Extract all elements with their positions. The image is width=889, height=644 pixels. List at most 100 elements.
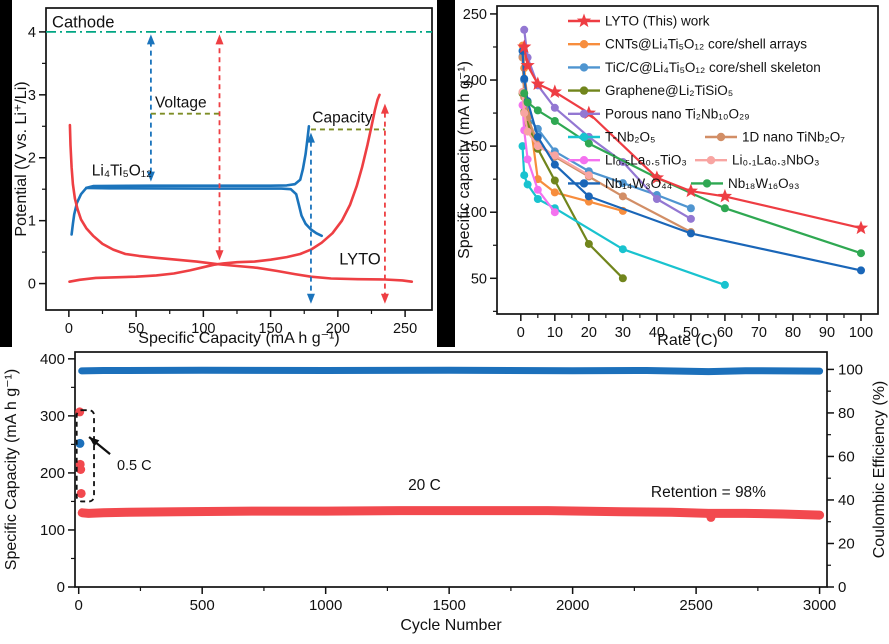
x-tick-label: 30 <box>615 325 631 341</box>
x-tick-label: 150 <box>259 321 283 337</box>
legend-marker-tinb <box>716 132 726 142</box>
legend-marker-tnb <box>579 132 589 142</box>
x-tick-label: 80 <box>785 325 801 341</box>
series-tnb-marker <box>720 280 729 289</box>
series-tic-marker <box>618 179 627 188</box>
series-llto-marker <box>533 185 542 194</box>
x-tick-label: 2000 <box>556 597 589 614</box>
legend-label-llnb: Li₀.₁La₀.₃NbO₃ <box>732 153 820 168</box>
annotation-dashed-box <box>75 409 95 503</box>
series-llnb-marker <box>520 109 529 118</box>
x-tick-label: 50 <box>683 325 699 341</box>
plot-frame <box>74 351 828 588</box>
series-llto-marker <box>523 155 532 164</box>
y-tick-label: 3 <box>28 88 36 104</box>
series-capacity-initial-05c-marker <box>76 488 86 498</box>
legend: LYTO (This) work CNTs@Li₄Ti₅O₁₂ core/shel… <box>568 13 845 191</box>
x-tick-label: 3000 <box>803 597 836 614</box>
series-lyto-charge-line <box>68 93 381 283</box>
legend-label-tinb: 1D nano TiNb₂O₇ <box>742 130 845 145</box>
y-axis-label: Specific capacity (mA h g⁻¹) <box>456 61 473 259</box>
series-lyto-marker <box>520 57 535 72</box>
plot-frame <box>496 5 879 315</box>
series-lyto-discharge-line <box>68 123 414 283</box>
cycling-performance-chart: 0 500 1000 1500 2000 2500 30000100200300400020… <box>3 351 888 634</box>
y2-axis-label: Coulombic Efficiency (%) <box>871 381 888 559</box>
x-tick-label: 20 <box>581 325 597 341</box>
x-tick-label: 60 <box>717 325 733 341</box>
y-tick-label: 150 <box>463 139 487 155</box>
series-nbw18-marker <box>856 249 865 258</box>
legend-marker-nbw14 <box>579 179 589 188</box>
y-tick-label: 250 <box>463 7 487 23</box>
x-tick-label: 100 <box>191 321 215 337</box>
x-tick-label: 1500 <box>432 597 465 614</box>
x-tick-label: 200 <box>326 321 350 337</box>
annotation-label: Voltage <box>155 94 207 111</box>
series-tnb-marker <box>520 171 529 180</box>
series-coulombic-efficiency-line <box>78 366 824 376</box>
legend-marker-graphene <box>579 86 589 95</box>
y-tick-label: 0 <box>28 277 36 293</box>
series-llto-marker <box>550 208 559 217</box>
y-tick-label: 2 <box>28 151 36 167</box>
legend-marker-porous <box>579 109 589 119</box>
legend-label-cnts: CNTs@Li₄Ti₅O₁₂ core/shell arrays <box>605 37 807 52</box>
y-tick-label: 300 <box>40 408 65 425</box>
series-nbw14-marker <box>550 160 559 169</box>
legend-label-llto: Li₀.₅La₀.₅TiO₃ <box>605 153 687 168</box>
series-lyto-marker <box>581 105 596 120</box>
arrowhead <box>89 436 100 447</box>
series-porous-line <box>523 28 692 220</box>
series-llnb-marker <box>533 142 542 151</box>
x-tick-label: 2500 <box>679 597 712 614</box>
y-tick-label: 1 <box>28 214 36 230</box>
annotation-label: Capacity <box>312 110 373 127</box>
x-tick-label: 250 <box>393 321 417 337</box>
arrowhead <box>306 132 315 143</box>
series-nbw14-marker <box>686 229 695 238</box>
legend-marker-cnts <box>579 40 589 49</box>
y-tick-label: 100 <box>463 205 487 221</box>
annotation-label: LYTO <box>339 251 381 269</box>
x-tick-label: 10 <box>547 325 563 341</box>
legend-marker-llnb <box>706 156 716 165</box>
series-nbw18-marker <box>523 98 532 107</box>
plot-frame <box>45 7 433 311</box>
series-capacity-initial-05c-marker <box>76 465 86 474</box>
series-nbw14-marker <box>856 266 865 275</box>
y-tick-label: 200 <box>40 465 65 482</box>
series-lyto-marker <box>683 183 699 198</box>
annotation-label: 0.5 C <box>117 458 152 474</box>
arrowhead <box>215 34 224 45</box>
series-nbw18-marker <box>584 139 593 148</box>
y2-tick-label: 80 <box>838 405 855 422</box>
series-lyto-marker <box>717 188 733 203</box>
arrowhead <box>306 293 315 304</box>
series-lto-discharge-line <box>85 186 323 238</box>
y2-tick-label: 0 <box>838 579 846 596</box>
series-tic-marker <box>686 204 695 213</box>
y-tick-label: 400 <box>40 351 65 368</box>
x-tick-label: 50 <box>128 321 144 337</box>
y-tick-label: 50 <box>471 271 487 287</box>
legend-label-tic: TiC/C@Li₄Ti₅O₁₂ core/shell skeleton <box>605 60 821 75</box>
y-axis-label: Specific Capacity (mA h g⁻¹) <box>3 369 20 570</box>
series-tnb-marker <box>523 180 532 189</box>
annotation-label: Retention = 98% <box>651 484 766 501</box>
series-lyto-marker <box>853 220 869 235</box>
legend-marker-nbw18 <box>702 179 712 188</box>
cycling-performance-panel: 0 500 1000 1500 2000 2500 3000 0 100 200 300 400 0 20… <box>0 347 889 644</box>
series-porous-marker <box>686 214 695 223</box>
arrowhead <box>380 103 389 114</box>
series-porous-marker <box>550 103 559 112</box>
arrowhead <box>146 34 155 45</box>
legend-label-graphene: Graphene@Li₂TiSiO₅ <box>605 83 733 98</box>
series-efficiency-initial-marker <box>75 438 85 448</box>
series-nbw18-marker <box>720 204 729 213</box>
y-tick-label: 100 <box>40 522 65 539</box>
annotation-label: 20 C <box>408 477 441 494</box>
y2-tick-label: 100 <box>838 361 863 378</box>
series-lyto-marker <box>517 39 532 54</box>
